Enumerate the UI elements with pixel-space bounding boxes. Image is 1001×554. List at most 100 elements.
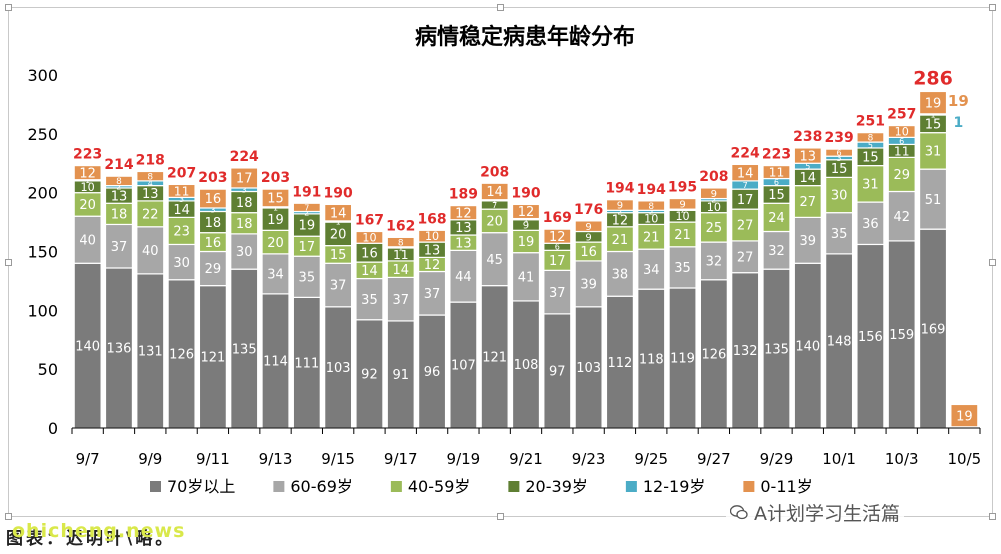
- segment-value-label: 132: [733, 344, 758, 359]
- segment-value-label: 30: [236, 245, 253, 260]
- segment-value-label: 37: [330, 279, 347, 294]
- segment-value-label: 9: [523, 221, 529, 232]
- resize-handle-bottom-left[interactable]: [5, 513, 12, 520]
- bar-segment: [825, 176, 854, 214]
- segment-value-label: 10: [425, 230, 439, 243]
- chart-title: 病情稳定病患年龄分布: [415, 24, 635, 50]
- segment-value-label: 35: [299, 270, 316, 285]
- bar-total-label: 203: [198, 170, 227, 186]
- bar-column-9-15: 103 37 15 20 114 190: [324, 185, 353, 429]
- segment-value-label: 6: [555, 243, 560, 252]
- legend-item: 70岁以上: [150, 477, 235, 496]
- segment-value-label: 14: [361, 264, 378, 279]
- bar-segment: [167, 183, 196, 198]
- segment-value-label: 112: [608, 356, 633, 371]
- resize-handle-bottom[interactable]: [497, 513, 504, 520]
- segment-value-label: 3: [837, 154, 842, 163]
- segment-value-label: 103: [576, 361, 601, 376]
- bar-segment: [230, 167, 259, 189]
- bar-segment: [918, 132, 948, 170]
- bar-total-label: 167: [355, 212, 384, 228]
- segment-value-label: 30: [173, 256, 190, 271]
- wechat-icon: [729, 503, 748, 525]
- legend-swatch: [743, 481, 755, 492]
- bar-segment: [543, 269, 572, 315]
- segment-value-label: 16: [205, 192, 222, 207]
- segment-value-label: 39: [580, 278, 597, 293]
- bar-segment: [574, 260, 603, 308]
- bar-segment: [637, 200, 666, 211]
- bar-segment: [793, 147, 822, 164]
- segment-value-label: 9: [585, 222, 591, 233]
- y-tick-label: 0: [48, 419, 58, 438]
- segment-value-label: 15: [330, 248, 347, 263]
- segment-value-label: 107: [451, 359, 476, 374]
- bar-total-label: 239: [824, 130, 853, 146]
- segment-value-label: 29: [893, 168, 910, 183]
- segment-value-label: 1: [273, 203, 278, 212]
- resize-handle-top[interactable]: [497, 4, 504, 11]
- bar-segment: [386, 236, 415, 248]
- segment-value-label: 2: [711, 196, 716, 205]
- bar-total-label: 194: [605, 181, 634, 197]
- x-tick-label: 9/17: [384, 450, 418, 468]
- bar-total-label: 224: [230, 149, 259, 165]
- segment-value-label: 25: [706, 221, 723, 236]
- segment-value-label: 15: [862, 150, 879, 165]
- bar-column-9-23: 103 39 16 99 176: [574, 202, 603, 429]
- bars-group: 1404020101122231363718132821413140221348…: [73, 67, 979, 432]
- bar-segment: [668, 287, 697, 429]
- segment-value-label: 15: [925, 118, 942, 133]
- segment-value-label: 8: [147, 172, 153, 182]
- segment-value-label: 126: [701, 348, 726, 363]
- segment-value-label: 12: [518, 205, 535, 220]
- segment-value-label: 96: [424, 365, 441, 380]
- bar-segment: [856, 132, 885, 143]
- bar-total-label: 208: [480, 164, 509, 180]
- bar-total-label: 286: [913, 67, 953, 89]
- x-tick-label: 9/7: [76, 450, 100, 468]
- segment-value-label: 13: [455, 221, 472, 236]
- legend-swatch: [625, 481, 637, 492]
- x-tick-label: 9/19: [447, 450, 481, 468]
- segment-value-label: 41: [518, 270, 535, 285]
- bar-segment: [418, 270, 447, 316]
- y-tick-label: 50: [38, 360, 58, 379]
- segment-value-label: 37: [111, 240, 128, 255]
- segment-value-label: 131: [138, 345, 163, 360]
- segment-value-label: 3: [242, 186, 247, 195]
- resize-handle-top-left[interactable]: [5, 4, 12, 11]
- segment-value-label: 14: [330, 206, 347, 221]
- resize-handle-top-right[interactable]: [989, 4, 996, 11]
- segment-value-label: 17: [549, 254, 566, 269]
- segment-value-label: 14: [800, 171, 817, 186]
- segment-value-label: 140: [75, 339, 100, 354]
- bar-column-10-5: 119: [950, 403, 979, 432]
- legend-label: 20-39岁: [525, 477, 588, 496]
- resize-handle-left[interactable]: [5, 259, 12, 266]
- segment-value-label: 136: [107, 342, 132, 357]
- bar-total-label: 223: [73, 147, 102, 163]
- segment-value-label: 103: [326, 361, 351, 376]
- bar-segment: [167, 279, 196, 429]
- bar-column-9-16: 92 35 14 16 10 167: [355, 212, 384, 429]
- segment-value-label: 119: [670, 352, 695, 367]
- segment-value-label: 12: [79, 166, 96, 181]
- bar-column-9-28: 132 27 27 17 714 224: [731, 145, 760, 429]
- resize-handle-right[interactable]: [989, 259, 996, 266]
- segment-value-label: 27: [800, 195, 817, 210]
- resize-handle-bottom-right[interactable]: [989, 513, 996, 520]
- segment-value-label: 15: [831, 162, 848, 177]
- segment-value-label: 19: [299, 219, 316, 234]
- bar-segment: [292, 202, 321, 213]
- legend-item: 20-39岁: [508, 477, 588, 496]
- segment-value-label: 126: [169, 348, 194, 363]
- segment-value-label: 13: [111, 189, 128, 204]
- segment-value-label: 19: [267, 213, 284, 228]
- segment-value-label: 10: [895, 126, 909, 139]
